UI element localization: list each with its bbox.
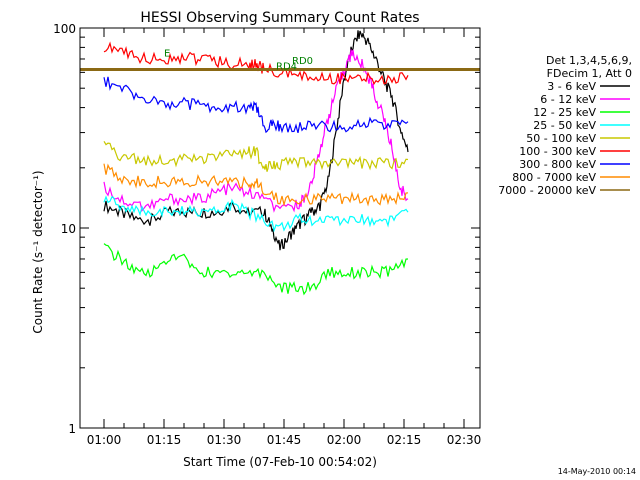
y-tick-label: 100 [53,22,76,36]
x-tick-label: 01:45 [267,433,302,447]
series-line [103,195,409,233]
legend-label: 6 - 12 keV [540,93,596,106]
legend: Det 1,3,4,5,6,9,FDecim 1, Att 03 - 6 keV… [498,54,632,197]
axes: 1 10 100 01:00 01:15 01:30 01:45 02:00 02:15 02:3… [53,22,481,447]
x-tick-label: 01:15 [147,433,182,447]
legend-label: 12 - 25 keV [533,106,596,119]
date-stamp: 14-May-2010 00:14 [558,467,636,476]
legend-label: 25 - 50 keV [533,119,596,132]
series-line [103,41,409,86]
legend-label: 800 - 7000 keV [512,171,596,184]
legend-title: Det 1,3,4,5,6,9, [546,54,632,67]
legend-label: 7000 - 20000 keV [498,184,596,197]
x-tick-label: 01:00 [87,433,122,447]
plot-frame [79,27,481,429]
x-tick-label: 01:30 [207,433,242,447]
legend-label: 100 - 300 keV [519,145,596,158]
annotation-label: RD0 [292,56,313,67]
y-tick-label: 10 [61,222,76,236]
annotation-label: RD4 [276,62,297,73]
series-line [103,49,409,213]
x-tick-label: 02:00 [327,433,362,447]
series-line [103,163,409,207]
x-tick-label: 02:15 [387,433,422,447]
legend-label: 300 - 800 keV [519,158,596,171]
annotation-label: E [164,49,170,60]
y-tick-label: 1 [68,422,76,436]
series-line [103,76,409,134]
y-axis-label: Count Rate (s⁻¹ detector⁻¹) [31,170,45,333]
series-line [103,140,409,172]
legend-label: 50 - 100 keV [526,132,596,145]
chart-title: HESSI Observing Summary Count Rates [140,10,419,26]
series-line [103,30,409,251]
legend-title: FDecim 1, Att 0 [547,67,632,80]
series-line [103,243,409,296]
legend-label: 3 - 6 keV [547,80,596,93]
x-tick-label: 02:30 [447,433,482,447]
x-axis-label: Start Time (07-Feb-10 00:54:02) [183,455,377,469]
